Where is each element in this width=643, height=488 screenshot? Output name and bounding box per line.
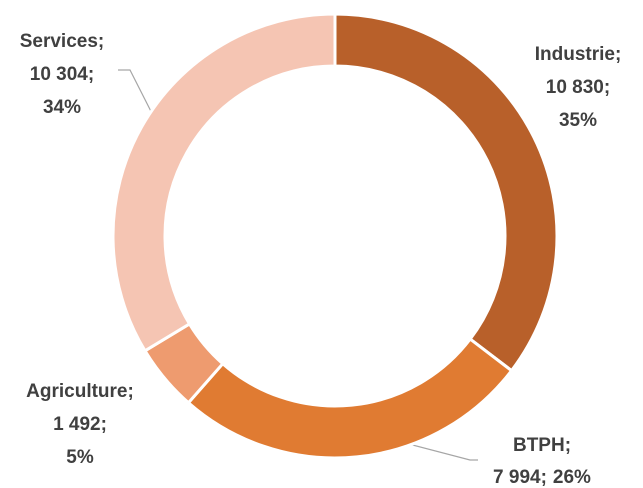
label-part: 7 994: [493, 467, 541, 488]
label-separator: ;: [541, 467, 547, 488]
label-separator: ;: [88, 64, 94, 85]
data-label: 10 830;: [546, 77, 610, 98]
data-label: 34%: [43, 97, 81, 118]
label-part: 26%: [553, 467, 591, 488]
label-separator: ;: [565, 435, 571, 456]
data-label: 1 492;: [53, 414, 107, 435]
label-part: BTPH: [513, 435, 565, 456]
label-part: Industrie: [535, 44, 615, 65]
data-label: Agriculture;: [26, 381, 134, 402]
label-part: 1 492: [53, 414, 101, 435]
label-part: 35%: [559, 110, 597, 131]
data-label: Industrie;: [535, 44, 622, 65]
donut-segment: [111, 12, 337, 353]
label-separator: ;: [101, 414, 107, 435]
label-part: 10 830: [546, 77, 604, 98]
data-label: Services;: [20, 31, 105, 52]
donut-segment: [333, 12, 559, 373]
label-part: Agriculture: [26, 381, 127, 402]
label-part: 5%: [66, 447, 94, 468]
label-part: 34%: [43, 97, 81, 118]
label-separator: ;: [98, 31, 104, 52]
data-label: 10 304;: [30, 64, 94, 85]
label-part: 10 304: [30, 64, 89, 85]
label-separator: ;: [604, 77, 610, 98]
label-separator: ;: [128, 381, 134, 402]
data-label: 35%: [559, 110, 597, 131]
label-separator: ;: [615, 44, 621, 65]
label-part: Services: [20, 31, 98, 52]
data-label: 5%: [66, 447, 94, 468]
data-label: 7 994; 26%: [493, 467, 591, 488]
donut-segment: [186, 336, 514, 460]
data-label: BTPH;: [513, 435, 571, 456]
